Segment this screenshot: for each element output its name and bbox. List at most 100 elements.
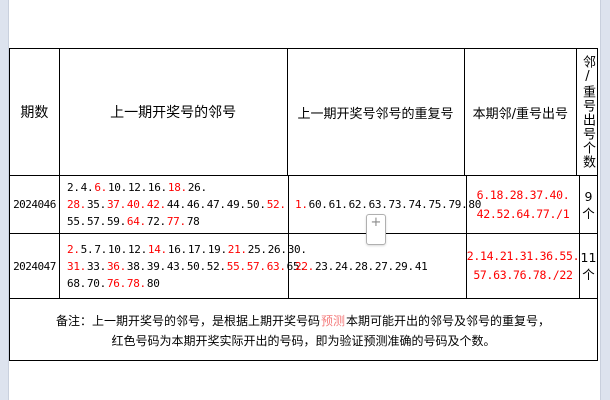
number-token: 30. [287, 242, 307, 256]
neighbor-numbers-cell: 2.4.6.10.12.16.18.26. 28.35.37.40.42.44.… [59, 176, 288, 233]
number-token: 1. [295, 198, 308, 211]
repeat-numbers-line: 22.23.24.28.27.29.41 [295, 258, 428, 275]
period-cell: 2024046 [13, 198, 56, 211]
current-hits-line: 42.52.64.77./1 [476, 206, 570, 221]
number-token: 57. [86, 215, 106, 228]
number-token: 本期可能开出的邻号及邻号的重复号， [346, 314, 551, 328]
number-token: 77. [166, 215, 186, 228]
hit-count-cell: 9 个 [579, 176, 597, 233]
number-token: 21. [227, 242, 247, 256]
number-token: 27. [374, 259, 394, 273]
number-token: 62. [348, 198, 368, 211]
neighbor-numbers-line: 2.5.7.10.12.14.16.17.19.21.25.26.30. [67, 241, 308, 258]
prediction-table: 期数 上一期开奖号的邻号 上一期开奖号邻号的重复号 本期邻/重号出号 邻/重号出… [9, 48, 598, 361]
number-token: 7. [94, 242, 107, 256]
number-token: 28. [354, 259, 374, 273]
number-token: 40. [126, 198, 146, 211]
neighbor-numbers-line: 55.57.59.64.72.77.78 [67, 213, 200, 230]
number-token: 12. [127, 181, 147, 194]
header-current-hits: 本期邻/重号出号 [463, 49, 576, 175]
number-token: 60. [308, 198, 328, 211]
number-token: 31. [67, 259, 86, 273]
header-period: 期数 [20, 105, 49, 121]
number-token: 19. [207, 242, 227, 256]
number-token: 37. [106, 198, 126, 211]
number-token: 5. [80, 242, 94, 256]
number-token: 2. [67, 242, 80, 256]
current-hits-cell: 6.18.28.37.40. 42.52.64.77./1 [466, 176, 579, 233]
number-token: 18. [167, 181, 187, 194]
number-token: 14. [147, 242, 167, 256]
number-token: 29. [394, 259, 414, 273]
number-token: 10. [107, 181, 127, 194]
period-cell: 2024047 [13, 259, 56, 273]
note-line-1: 备注：上一期开奖号的邻号，是根据上期开奖号码预测本期可能开出的邻号及邻号的重复号… [10, 311, 597, 331]
neighbor-numbers-line: 68.70.76.78.80 [67, 275, 161, 292]
number-token: 43. [166, 259, 186, 273]
number-token: 44. [166, 198, 186, 211]
number-token: 10. [107, 242, 127, 256]
number-token: 6. [94, 181, 107, 194]
number-token: 63. [266, 259, 286, 273]
number-token: 42. [146, 198, 166, 211]
number-token: 预测 [320, 314, 345, 328]
header-hit-count: 邻/重号出号个数 [576, 49, 597, 175]
number-token: 76. [106, 276, 126, 290]
number-token: 17. [187, 242, 207, 256]
number-token: 50. [246, 198, 266, 211]
number-token: 26. [267, 242, 287, 256]
repeat-numbers-cell: 1.60.61.62.63.73.74.75.79.80 [288, 176, 481, 233]
number-token: 36. [106, 259, 126, 273]
neighbor-numbers-line: 2.4.6.10.12.16.18.26. [67, 179, 208, 196]
number-token: 52. [266, 198, 286, 211]
number-token: 41 [414, 259, 428, 273]
right-edge-strip [600, 0, 610, 400]
current-hits-line: 2.14.21.31.36.55. [466, 249, 580, 263]
number-token: 75. [428, 198, 448, 211]
repeat-numbers-cell: 22.23.24.28.27.29.41 [288, 234, 466, 298]
plus-icon: + [370, 215, 382, 230]
repeat-numbers-line: 1.60.61.62.63.73.74.75.79.80 [295, 196, 482, 213]
neighbor-numbers-line: 31.33.36.38.39.43.50.52.55.57.63.65. [67, 258, 307, 275]
current-hits-line: 6.18.28.37.40. [476, 187, 570, 202]
table-header-row: 期数 上一期开奖号的邻号 上一期开奖号邻号的重复号 本期邻/重号出号 邻/重号出… [10, 49, 597, 175]
number-token: 55. [226, 259, 246, 273]
number-token: 46. [186, 198, 206, 211]
number-token: 61. [328, 198, 348, 211]
hit-count-cell: 11 个 [579, 234, 597, 298]
number-token: 80 [146, 276, 160, 290]
table-row: 2024047 2.5.7.10.12.14.16.17.19.21.25.26… [10, 233, 597, 298]
number-token: 16. [147, 181, 167, 194]
number-token: 74. [408, 198, 428, 211]
number-token: 16. [167, 242, 187, 256]
number-token: 78. [126, 276, 146, 290]
current-hits-cell: 2.14.21.31.36.55. 57.63.76.78./22 [466, 234, 580, 298]
hit-count-unit: 个 [582, 205, 595, 221]
number-token: 33. [86, 259, 106, 273]
number-token: 79. [448, 198, 468, 211]
current-hits-line: 57.63.76.78./22 [473, 268, 573, 282]
number-token: 备注：上一期开奖号的邻号，是根据上期开奖号码 [55, 314, 320, 328]
number-token: 26. [187, 181, 207, 194]
hit-count-value: 11 [580, 250, 597, 265]
number-token: 28. [67, 198, 86, 211]
number-token: 49. [226, 198, 246, 211]
expand-plus-button[interactable]: + [366, 214, 386, 245]
note-line-2: 红色号码为本期开奖实际开出的号码，即为验证预测准确的号码及个数。 [111, 334, 496, 348]
number-token: 12. [127, 242, 147, 256]
number-token: 23. [314, 259, 334, 273]
number-token: 55. [67, 215, 86, 228]
neighbor-numbers-cell: 2.5.7.10.12.14.16.17.19.21.25.26.30. 31.… [59, 234, 307, 298]
note-section: 备注：上一期开奖号的邻号，是根据上期开奖号码预测本期可能开出的邻号及邻号的重复号… [10, 298, 597, 360]
number-token: 25. [247, 242, 267, 256]
number-token: 80 [468, 198, 482, 211]
hit-count-unit: 个 [582, 267, 595, 282]
number-token: 73. [388, 198, 408, 211]
number-token: 38. [126, 259, 146, 273]
number-token: 70. [86, 276, 106, 290]
number-token: 50. [186, 259, 206, 273]
number-token: 57. [246, 259, 266, 273]
number-token: 52. [206, 259, 226, 273]
header-prev-neighbors: 上一期开奖号的邻号 [58, 49, 287, 175]
